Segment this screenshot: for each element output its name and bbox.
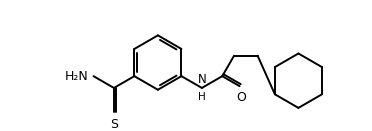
Text: O: O	[237, 91, 246, 104]
Text: H: H	[198, 92, 206, 102]
Text: N: N	[198, 73, 206, 86]
Text: H₂N: H₂N	[65, 70, 89, 83]
Text: S: S	[110, 118, 118, 131]
